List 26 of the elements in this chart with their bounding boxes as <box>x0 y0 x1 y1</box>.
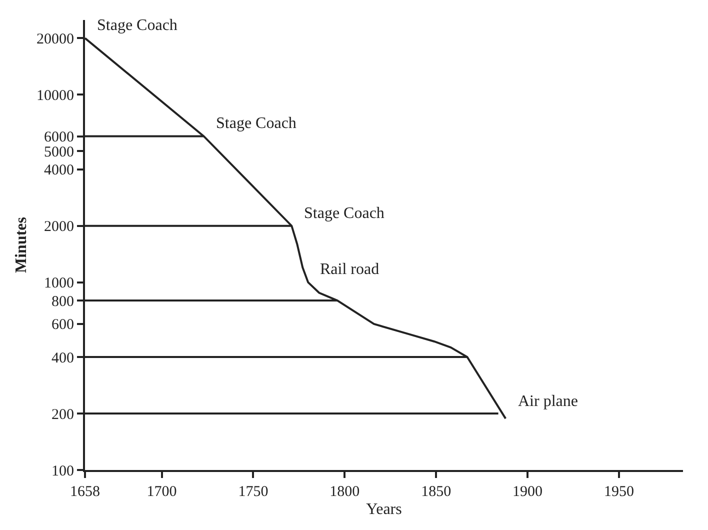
y-tick-label: 800 <box>52 294 74 310</box>
x-axis-title: Years <box>366 501 402 518</box>
annotation: Stage Coach <box>97 17 178 34</box>
x-tick-label: 1750 <box>238 484 268 500</box>
x-tick-label: 1800 <box>330 484 360 500</box>
y-tick-label: 100 <box>52 463 74 480</box>
y-tick-label: 10000 <box>36 88 74 104</box>
y-tick-label: 1000 <box>44 276 74 292</box>
y-tick-label: 4000 <box>44 162 74 179</box>
y-tick-label: 5000 <box>44 144 74 160</box>
annotation: Air plane <box>518 393 578 410</box>
y-tick-label: 20000 <box>36 31 74 48</box>
x-tick-label: 1658 <box>70 484 100 500</box>
x-tick-label: 1700 <box>146 484 177 500</box>
x-tick-label: 1950 <box>604 484 634 500</box>
y-tick-label: 2000 <box>44 219 74 236</box>
x-tick-label: 1850 <box>421 484 452 500</box>
y-axis-title: Minutes <box>12 217 30 273</box>
annotation: Stage Coach <box>304 205 384 222</box>
y-tick-label: 600 <box>52 317 74 334</box>
x-tick-label: 1900 <box>512 484 543 500</box>
y-tick-label: 200 <box>52 406 74 423</box>
annotation: Stage Coach <box>216 115 296 132</box>
annotation: Rail road <box>320 261 380 278</box>
y-tick-label: 6000 <box>44 130 74 146</box>
y-tick-label: 400 <box>52 350 74 366</box>
